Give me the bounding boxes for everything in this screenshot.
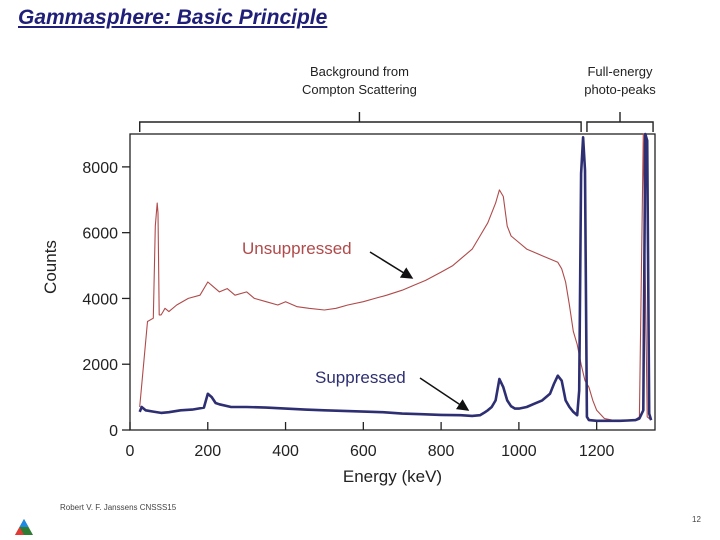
suppressed-label: Suppressed	[315, 368, 406, 387]
x-axis: 0 200 400 600 800 1000 1200	[126, 422, 615, 460]
annotation-background-line2: Compton Scattering	[302, 82, 417, 97]
y-tick-label: 0	[109, 423, 118, 440]
suppressed-arrow	[419, 377, 470, 411]
photopeak-bracket	[586, 112, 654, 132]
annotation-background-line1: Background from	[310, 64, 409, 79]
plot-area	[129, 133, 656, 431]
annotation-photopeaks-line2: photo-peaks	[584, 82, 656, 97]
plot-frame	[129, 133, 656, 431]
compton-bracket	[139, 112, 582, 132]
y-tick-label: 8000	[82, 160, 118, 177]
y-tick-label: 4000	[82, 291, 118, 308]
x-tick-label: 600	[350, 443, 377, 460]
y-axis-label: Counts	[41, 240, 60, 294]
page-number: 12	[692, 515, 701, 524]
x-tick-label: 400	[272, 443, 299, 460]
unsuppressed-arrow	[369, 251, 414, 279]
slide-footer: Robert V. F. Janssens CNSSS15	[60, 503, 177, 512]
argonne-logo-icon	[15, 519, 33, 535]
annotation-photopeaks-line1: Full-energy	[587, 64, 653, 79]
y-tick-label: 2000	[82, 357, 118, 374]
x-tick-label: 800	[428, 443, 455, 460]
series-layer	[138, 132, 653, 423]
y-axis: 0 2000 4000 6000 8000	[82, 160, 130, 440]
slide-title: Gammasphere: Basic Principle	[18, 6, 328, 29]
series-line-suppressed	[138, 132, 653, 423]
x-tick-label: 1200	[579, 443, 615, 460]
x-tick-label: 0	[126, 443, 135, 460]
x-axis-label: Energy (keV)	[343, 467, 442, 486]
x-tick-label: 200	[194, 443, 221, 460]
y-tick-label: 6000	[82, 226, 118, 243]
unsuppressed-label: Unsuppressed	[242, 239, 352, 258]
x-tick-label: 1000	[501, 443, 537, 460]
